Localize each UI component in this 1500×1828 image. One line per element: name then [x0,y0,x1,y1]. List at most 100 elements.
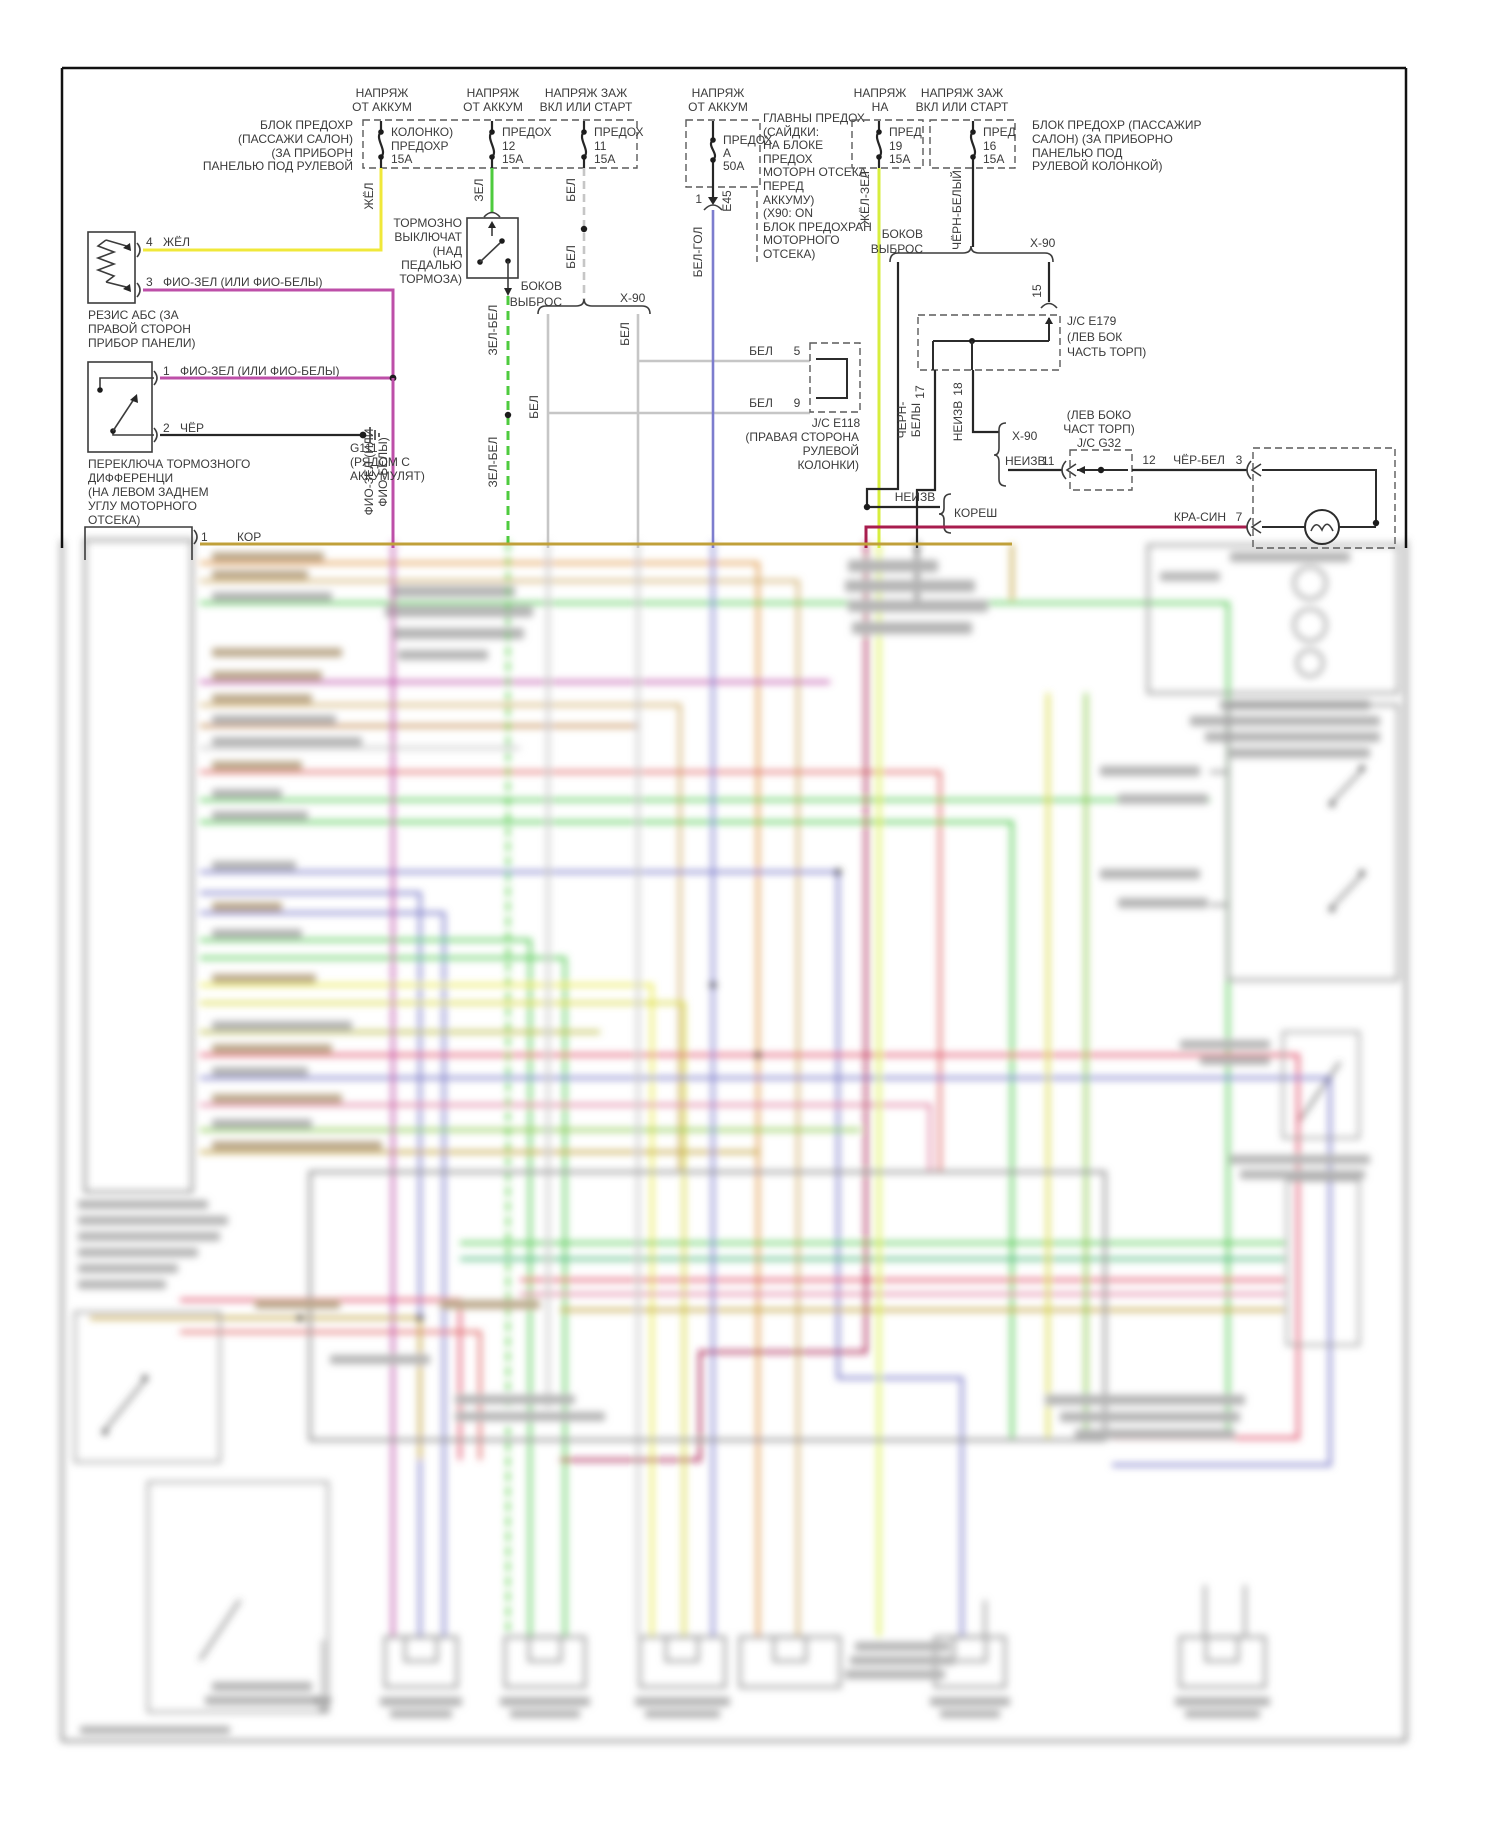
fuse-12: ПРЕДОХ 12 15А [488,121,552,168]
brake-switch-circuit: ЗЕЛ ТОРМОЗНО ВЫКЛЮЧАТ (НАД ПЕДАЛЬЮ ТОРМО… [393,168,519,548]
svg-text:(РЯДОМ С: (РЯДОМ С [350,455,410,469]
svg-text:ВКЛ ИЛИ СТАРТ: ВКЛ ИЛИ СТАРТ [540,100,633,114]
header-1: НАПРЯЖ [356,86,409,100]
header-6: НАПРЯЖ ЗАЖ [921,86,1003,100]
svg-text:11: 11 [594,139,607,153]
blurred-right-lower-boxes [1045,1031,1370,1439]
svg-text:ЧЁРН-БЕЛЫЙ: ЧЁРН-БЕЛЫЙ [949,170,964,250]
svg-text:15А: 15А [594,152,615,166]
svg-text:БЕЛ: БЕЛ [749,344,773,358]
abs-resistor: 4 ЖЁЛ 3 ФИО-ЗЕЛ (ИЛИ ФИО-БЕЛЫ) РЕЗИС АБС… [87,231,395,378]
lamp-bulb-icon [1304,509,1340,545]
svg-text:ДИФФЕРЕНЦИ: ДИФФЕРЕНЦИ [88,471,173,485]
svg-text:ПРЕДОХ: ПРЕДОХ [594,125,644,139]
svg-text:БЕЛ: БЕЛ [618,322,632,346]
sheet-border [60,66,1408,548]
jc-g32-circuit: НЕИЗВ 11 (ЛЕВ БОКО ЧАСТ ТОРП) J/C G32 12… [1005,408,1262,491]
svg-text:ПАНЕЛЬЮ ПОД РУЛЕВОЙ: ПАНЕЛЬЮ ПОД РУЛЕВОЙ [203,158,353,173]
svg-text:15: 15 [1030,284,1044,298]
svg-text:ПРЕДОХ: ПРЕДОХ [763,152,813,166]
fuse-block-right-label: БЛОК ПРЕДОХР (ПАССАЖИР [1032,118,1201,132]
svg-text:19: 19 [889,139,903,153]
jc-e118-name: J/C Е118 [812,416,861,430]
svg-text:МОТОРНОГО: МОТОРНОГО [763,233,840,247]
svg-text:НЕИЗВ: НЕИЗВ [951,401,965,442]
svg-text:УГЛУ МОТОРНОГО: УГЛУ МОТОРНОГО [88,499,197,513]
svg-text:САЛОН) (ЗА ПРИБОРНО: САЛОН) (ЗА ПРИБОРНО [1032,132,1173,146]
blurred-diagram-region [60,539,1408,1743]
wire-zhel: ЖЁЛ [143,168,383,252]
svg-text:ЖЁЛ: ЖЁЛ [163,235,190,249]
fuse-block-right: БЛОК ПРЕДОХР (ПАССАЖИР САЛОН) (ЗА ПРИБОР… [851,118,1201,173]
svg-text:ВЫБРОС: ВЫБРОС [510,295,563,309]
header-4: НАПРЯЖ [692,86,745,100]
svg-text:15А: 15А [889,152,910,166]
svg-text:ОТ АККУМ: ОТ АККУМ [688,100,748,114]
svg-text:X-90: X-90 [620,291,646,305]
svg-text:9: 9 [794,396,801,410]
svg-text:НЕИЗВ: НЕИЗВ [895,490,936,504]
resistor-icon [95,239,117,283]
svg-text:ОТ АККУМ: ОТ АККУМ [463,100,523,114]
connector-e45-label: E45 [720,190,734,212]
svg-text:7: 7 [1236,510,1243,524]
svg-text:ПРЕДОХР: ПРЕДОХР [391,139,449,153]
svg-text:15А: 15А [502,152,523,166]
svg-text:ФИО-ЗЕЛ (ИЛИ ФИО-БЕЛЫ): ФИО-ЗЕЛ (ИЛИ ФИО-БЕЛЫ) [163,275,322,289]
lower-connector: 1 КОР [84,526,1012,560]
svg-text:ТОРМОЗНО: ТОРМОЗНО [393,216,462,230]
svg-text:11: 11 [1042,454,1055,468]
header-2: НАПРЯЖ [467,86,520,100]
svg-text:БЕЛ: БЕЛ [564,178,578,202]
svg-text:15А: 15А [391,152,412,166]
svg-text:ВЫБРОС: ВЫБРОС [871,242,924,256]
svg-text:ОТ АККУМ: ОТ АККУМ [352,100,412,114]
koresh-brace [938,493,952,534]
svg-text:ФИО-БЕЛЫ): ФИО-БЕЛЫ) [376,437,390,506]
svg-text:ЧЕРН-: ЧЕРН- [895,402,909,439]
jc-e179-name: J/C Е179 [1067,314,1117,328]
svg-text:КОЛОНКИ): КОЛОНКИ) [797,458,859,472]
svg-text:БЕЛ-ГОЛ: БЕЛ-ГОЛ [691,227,705,278]
svg-text:А: А [723,146,731,160]
svg-text:ЗЕЛ-БЕЛ: ЗЕЛ-БЕЛ [486,437,500,488]
svg-text:(НА ЛЕВОМ ЗАДНЕМ: (НА ЛЕВОМ ЗАДНЕМ [88,485,209,499]
svg-text:ГЛАВНЫ ПРЕДОХ: ГЛАВНЫ ПРЕДОХ [763,111,865,125]
brake-switch-label: ТОРМОЗНО ВЫКЛЮЧАТ (НАД ПЕДАЛЬЮ ТОРМОЗА) [393,216,462,286]
svg-text:ВКЛ ИЛИ СТАРТ: ВКЛ ИЛИ СТАРТ [916,100,1009,114]
svg-text:ПЕРЕД: ПЕРЕД [763,179,804,193]
svg-text:ЧАСТ ТОРП): ЧАСТ ТОРП) [1063,422,1134,436]
svg-text:ЗЕЛ-БЕЛ: ЗЕЛ-БЕЛ [486,305,500,356]
brake-switch-box [466,217,519,279]
connector-e45-symbol [703,204,723,211]
svg-text:(НАД: (НАД [433,244,462,258]
svg-text:АККУМУЛЯТ): АККУМУЛЯТ) [350,469,425,483]
svg-text:18: 18 [951,382,965,396]
svg-text:X-90: X-90 [1012,429,1038,443]
svg-text:ФИО-ЗЕЛ (ИЛИ: ФИО-ЗЕЛ (ИЛИ [362,429,376,516]
svg-text:1: 1 [201,530,208,544]
jc-g32-name: J/C G32 [1077,436,1121,450]
fuse-block-left: БЛОК ПРЕДОХР (ПАССАЖИ САЛОН) (ЗА ПРИБОРН… [203,118,644,173]
svg-text:(ЗА ПРИБОРН: (ЗА ПРИБОРН [271,146,353,160]
svg-text:17: 17 [913,385,927,399]
main-fuse-note: ГЛАВНЫ ПРЕДОХ (САЙДКИ: НА БЛОКЕ ПРЕДОХ М… [763,111,872,261]
abs-resistor-label: РЕЗИС АБС (ЗА [88,308,179,322]
kra-sin-lamp: КРА-СИН 7 [864,447,1396,549]
ground-g111-icon [359,427,380,443]
svg-text:БЕЛ: БЕЛ [749,396,773,410]
svg-text:КОЛОНКО): КОЛОНКО) [391,125,453,139]
svg-text:ОТСЕКА): ОТСЕКА) [88,513,140,527]
blurred-wire-labels [212,552,533,1150]
power-headers: НАПРЯЖ ОТ АККУМ НАПРЯЖ ОТ АККУМ НАПРЯЖ З… [352,86,1009,114]
svg-text:3: 3 [1236,453,1243,467]
svg-text:ПАНЕЛЬЮ ПОД: ПАНЕЛЬЮ ПОД [1032,146,1122,160]
blurred-junction-dots [296,868,842,1322]
svg-text:(ЛЕВ БОК: (ЛЕВ БОК [1067,330,1122,344]
svg-text:5: 5 [794,344,801,358]
diff-switch: 1 ФИО-ЗЕЛ (ИЛИ ФИО-БЕЛЫ) 2 ЧЁР ПЕРЕКЛЮЧА… [87,361,425,548]
svg-text:АККУМУ): АККУМУ) [763,193,814,207]
svg-text:16: 16 [983,139,997,153]
